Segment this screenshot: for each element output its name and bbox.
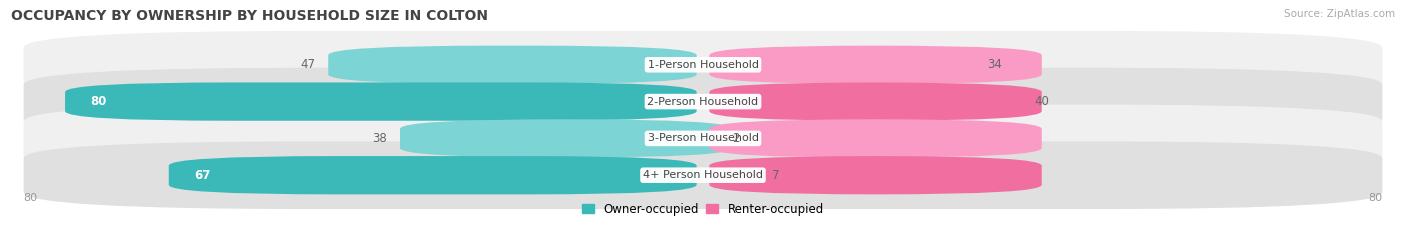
FancyBboxPatch shape — [710, 82, 1042, 121]
Text: 80: 80 — [90, 95, 107, 108]
FancyBboxPatch shape — [169, 156, 696, 194]
Text: 2-Person Household: 2-Person Household — [647, 97, 759, 106]
Text: Source: ZipAtlas.com: Source: ZipAtlas.com — [1284, 9, 1395, 19]
Text: 67: 67 — [194, 169, 211, 182]
Text: 7: 7 — [772, 169, 779, 182]
Text: 3-Person Household: 3-Person Household — [648, 134, 758, 143]
Text: 34: 34 — [987, 58, 1001, 71]
Text: 40: 40 — [1035, 95, 1050, 108]
Text: 4+ Person Household: 4+ Person Household — [643, 170, 763, 180]
FancyBboxPatch shape — [710, 156, 1042, 194]
FancyBboxPatch shape — [710, 46, 1042, 84]
FancyBboxPatch shape — [328, 46, 696, 84]
FancyBboxPatch shape — [65, 82, 696, 121]
Text: 80: 80 — [1368, 193, 1382, 203]
Text: 80: 80 — [24, 193, 38, 203]
Text: 47: 47 — [301, 58, 315, 71]
Text: 2: 2 — [731, 132, 740, 145]
Legend: Owner-occupied, Renter-occupied: Owner-occupied, Renter-occupied — [578, 198, 828, 220]
FancyBboxPatch shape — [24, 105, 1382, 172]
Text: 1-Person Household: 1-Person Household — [648, 60, 758, 70]
FancyBboxPatch shape — [399, 119, 733, 158]
FancyBboxPatch shape — [24, 31, 1382, 99]
FancyBboxPatch shape — [24, 68, 1382, 135]
Text: OCCUPANCY BY OWNERSHIP BY HOUSEHOLD SIZE IN COLTON: OCCUPANCY BY OWNERSHIP BY HOUSEHOLD SIZE… — [11, 9, 488, 23]
Text: 38: 38 — [373, 132, 387, 145]
FancyBboxPatch shape — [24, 141, 1382, 209]
FancyBboxPatch shape — [710, 119, 1042, 158]
